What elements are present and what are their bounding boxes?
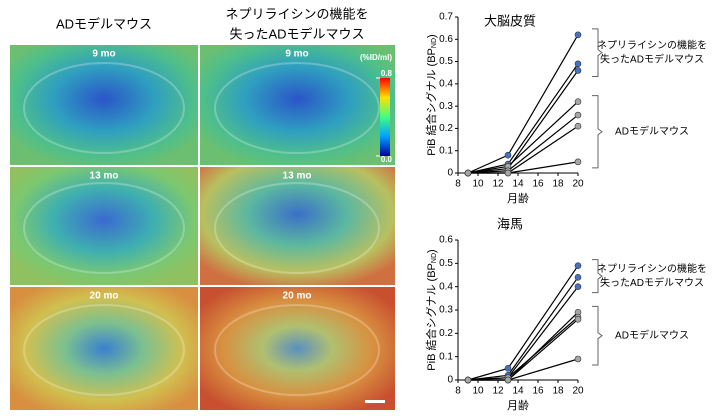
y-axis-label: PiB 結合シグナル (BPND)	[424, 249, 438, 370]
data-point	[574, 67, 582, 74]
y-tick-label: 0.2	[439, 123, 453, 134]
pet-image	[10, 45, 198, 165]
group-brace	[592, 28, 603, 77]
x-tick-label: 16	[532, 179, 544, 190]
data-line	[467, 63, 579, 174]
y-axis-label-part: PiB 結合シグナル (BP	[424, 48, 438, 156]
data-point	[504, 376, 512, 384]
y-tick-label: 0.4	[439, 78, 453, 89]
data-point	[574, 283, 582, 290]
colorbar-tick-label: 0.8	[381, 69, 393, 78]
y-tick-label: 0.7	[439, 12, 453, 23]
y-tick-label: 0.2	[439, 328, 453, 339]
column-header: ネプリライシンの機能を	[225, 6, 368, 21]
data-point	[504, 365, 512, 372]
y-tick-label: 0.1	[439, 145, 453, 156]
data-point	[504, 151, 512, 159]
line-chart: 大脳皮質 0 0.1 0.2 0.3 0.4 0.5 0.6 0.7 8 10 12 14 16 18 20 月…	[424, 12, 707, 205]
y-axis-label-part: ND	[431, 38, 438, 48]
scale-bar	[365, 400, 385, 403]
x-tick-label: 8	[455, 386, 461, 397]
x-tick-label: 12	[492, 386, 504, 397]
group-label: ADモデルマウス	[615, 328, 689, 341]
age-label: 13 mo	[283, 171, 312, 182]
y-tick-label: 0.6	[439, 34, 453, 45]
data-line	[468, 358, 579, 381]
group-label: 失ったADモデルマウス	[600, 52, 704, 65]
y-tick-label: 0	[447, 375, 453, 386]
data-point	[464, 376, 472, 384]
data-point	[574, 274, 582, 281]
x-tick-label: 20	[572, 179, 584, 190]
group-label: ネプリライシンの機能を	[597, 262, 707, 275]
x-tick-label: 12	[492, 179, 504, 190]
x-tick-label: 14	[512, 179, 524, 190]
data-point	[574, 111, 582, 119]
y-axis-label-part: )	[426, 34, 438, 38]
age-label: 20 mo	[90, 291, 119, 302]
pet-image	[10, 287, 198, 410]
data-point	[574, 262, 582, 269]
y-axis-label-part: )	[426, 249, 438, 253]
y-tick-label: 0.6	[439, 235, 453, 246]
age-label: 9 mo	[92, 49, 115, 60]
x-tick-label: 10	[472, 179, 484, 190]
data-point	[504, 169, 512, 177]
y-tick-label: 0.5	[439, 56, 453, 67]
group-brace	[592, 95, 603, 169]
group-brace	[592, 259, 603, 294]
x-tick-label: 14	[512, 386, 524, 397]
y-axis-label: PiB 結合シグナル (BPND)	[424, 34, 438, 155]
x-tick-label: 10	[472, 386, 484, 397]
group-brace	[592, 305, 603, 366]
x-tick-label: 18	[552, 179, 564, 190]
data-point	[574, 158, 582, 166]
data-line	[467, 70, 579, 174]
data-point	[574, 31, 582, 39]
pet-image	[200, 167, 395, 285]
chart-title: 海馬	[497, 216, 523, 231]
data-point	[574, 60, 582, 68]
data-point	[574, 316, 582, 323]
x-axis-label: 月齢	[507, 191, 529, 205]
x-tick-label: 20	[572, 386, 584, 397]
line-chart: 海馬 0 0.1 0.2 0.3 0.4 0.5 0.6 8 10 12 14 16 18 20 月齢 PiB …	[424, 216, 707, 411]
data-point	[574, 355, 582, 363]
data-point	[574, 122, 582, 130]
colorbar-unit: (%ID/ml)	[360, 53, 392, 62]
data-point	[464, 169, 472, 177]
y-tick-label: 0.3	[439, 305, 453, 316]
colorbar	[380, 78, 390, 156]
group-label: 失ったADモデルマウス	[600, 276, 704, 289]
pet-image	[10, 167, 198, 285]
y-axis-label-part: PiB 結合シグナル (BP	[424, 263, 438, 371]
y-axis-label-part: ND	[431, 253, 438, 263]
pet-image	[200, 287, 395, 410]
y-tick-label: 0	[447, 168, 453, 179]
column-header: 失ったADモデルマウス	[229, 26, 364, 41]
data-line	[467, 265, 579, 381]
y-tick-label: 0.4	[439, 281, 453, 292]
age-label: 13 mo	[90, 171, 119, 182]
age-label: 9 mo	[285, 49, 308, 60]
group-label: ADモデルマウス	[615, 124, 689, 137]
y-tick-label: 0.5	[439, 258, 453, 269]
x-axis-label: 月齢	[507, 398, 529, 412]
colorbar-tick-label: 0.0	[381, 155, 393, 164]
images	[10, 45, 395, 410]
chart-title: 大脳皮質	[484, 13, 536, 28]
age-label: 20 mo	[283, 291, 312, 302]
group-label: ネプリライシンの機能を	[597, 38, 707, 51]
y-tick-label: 0.1	[439, 351, 453, 362]
column-header: ADモデルマウス	[56, 16, 152, 31]
x-tick-label: 8	[455, 179, 461, 190]
pet-image	[200, 45, 395, 165]
data-line	[467, 316, 579, 381]
y-tick-label: 0.3	[439, 101, 453, 112]
data-point	[574, 98, 582, 105]
x-tick-label: 16	[532, 386, 544, 397]
x-tick-label: 18	[552, 386, 564, 397]
